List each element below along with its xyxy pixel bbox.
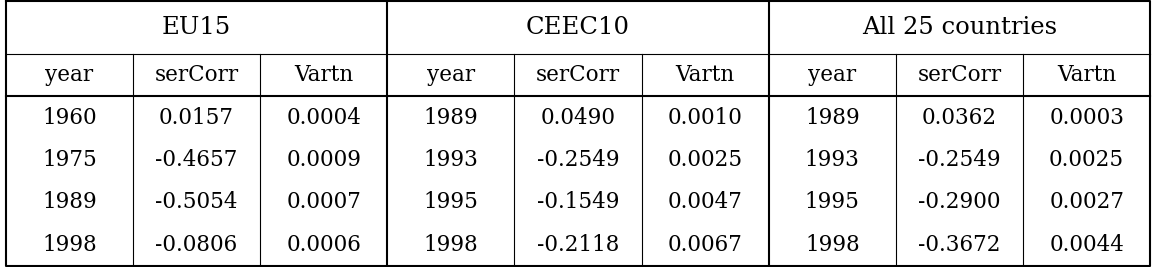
Text: 1989: 1989 — [423, 107, 479, 129]
Text: serCorr: serCorr — [155, 64, 238, 86]
Text: Vartn: Vartn — [675, 64, 735, 86]
Text: 1960: 1960 — [42, 107, 97, 129]
Text: -0.2549: -0.2549 — [536, 149, 620, 171]
Text: 0.0490: 0.0490 — [541, 107, 615, 129]
Text: -0.3672: -0.3672 — [918, 234, 1001, 256]
Text: 0.0009: 0.0009 — [287, 149, 361, 171]
Text: -0.5054: -0.5054 — [155, 191, 238, 213]
Text: -0.2118: -0.2118 — [536, 234, 620, 256]
Text: 1975: 1975 — [42, 149, 97, 171]
Text: CEEC10: CEEC10 — [526, 16, 630, 39]
Text: 1998: 1998 — [42, 234, 97, 256]
Text: 1995: 1995 — [423, 191, 479, 213]
Text: 0.0067: 0.0067 — [668, 234, 742, 256]
Text: year: year — [427, 64, 475, 86]
Text: 1993: 1993 — [805, 149, 860, 171]
Text: -0.2549: -0.2549 — [918, 149, 1001, 171]
Text: 1989: 1989 — [42, 191, 97, 213]
Text: 0.0006: 0.0006 — [287, 234, 361, 256]
Text: 0.0047: 0.0047 — [668, 191, 742, 213]
Text: 1998: 1998 — [423, 234, 479, 256]
Text: 0.0003: 0.0003 — [1050, 107, 1124, 129]
Text: serCorr: serCorr — [918, 64, 1001, 86]
Text: EU15: EU15 — [162, 16, 231, 39]
Text: 1993: 1993 — [423, 149, 479, 171]
Text: 0.0025: 0.0025 — [1050, 149, 1124, 171]
Text: 0.0157: 0.0157 — [160, 107, 234, 129]
Text: -0.1549: -0.1549 — [536, 191, 620, 213]
Text: Vartn: Vartn — [294, 64, 354, 86]
Text: 1998: 1998 — [805, 234, 860, 256]
Text: -0.0806: -0.0806 — [155, 234, 238, 256]
Text: 0.0027: 0.0027 — [1050, 191, 1124, 213]
Text: -0.2900: -0.2900 — [918, 191, 1001, 213]
Text: serCorr: serCorr — [536, 64, 620, 86]
Text: 0.0025: 0.0025 — [668, 149, 742, 171]
Text: year: year — [45, 64, 94, 86]
Text: year: year — [808, 64, 857, 86]
Text: 0.0362: 0.0362 — [922, 107, 996, 129]
Text: 0.0004: 0.0004 — [287, 107, 361, 129]
Text: 0.0007: 0.0007 — [287, 191, 361, 213]
Text: All 25 countries: All 25 countries — [862, 16, 1057, 39]
Text: -0.4657: -0.4657 — [155, 149, 238, 171]
Text: 0.0044: 0.0044 — [1050, 234, 1124, 256]
Text: 1989: 1989 — [805, 107, 860, 129]
Text: 1995: 1995 — [805, 191, 860, 213]
Text: Vartn: Vartn — [1057, 64, 1117, 86]
Text: 0.0010: 0.0010 — [668, 107, 742, 129]
